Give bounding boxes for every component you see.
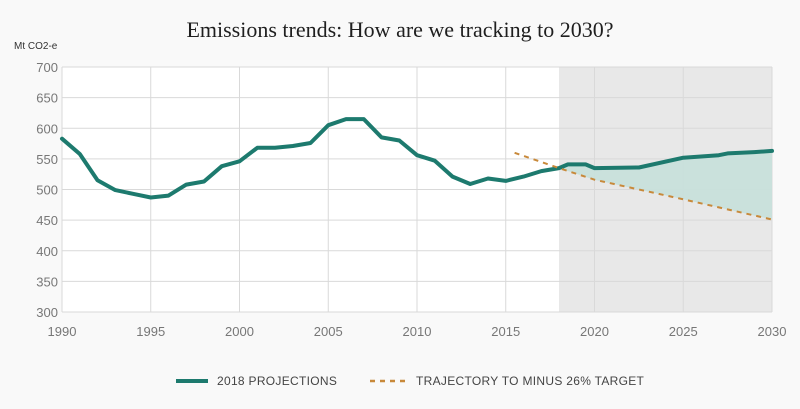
x-tick-label: 2005 [314, 324, 343, 339]
x-tick-label: 1990 [48, 324, 77, 339]
y-tick-label: 500 [36, 183, 58, 198]
y-tick-label: 450 [36, 213, 58, 228]
x-tick-label: 2030 [758, 324, 787, 339]
y-axis-unit-label: Mt CO2-e [14, 41, 58, 52]
y-tick-label: 700 [36, 60, 58, 75]
y-tick-label: 550 [36, 152, 58, 167]
y-tick-label: 650 [36, 91, 58, 106]
x-tick-label: 2015 [491, 324, 520, 339]
legend-label-target: TRAJECTORY TO MINUS 26% TARGET [416, 374, 645, 388]
target-trajectory-line [514, 151, 773, 221]
legend: 2018 PROJECTIONS TRAJECTORY TO MINUS 26% … [176, 374, 645, 388]
y-tick-label: 600 [36, 121, 58, 136]
y-tick-label: 400 [36, 244, 58, 259]
x-tick-label: 2025 [669, 324, 698, 339]
legend-label-projection: 2018 PROJECTIONS [217, 374, 337, 388]
projection-line [60, 117, 774, 200]
x-tick-label: 2010 [403, 324, 432, 339]
x-tick-label: 2020 [580, 324, 609, 339]
y-tick-label: 350 [36, 274, 58, 289]
chart-title: Emissions trends: How are we tracking to… [186, 17, 613, 42]
y-tick-label: 300 [36, 305, 58, 320]
x-tick-label: 2000 [225, 324, 254, 339]
x-tick-label: 1995 [136, 324, 165, 339]
